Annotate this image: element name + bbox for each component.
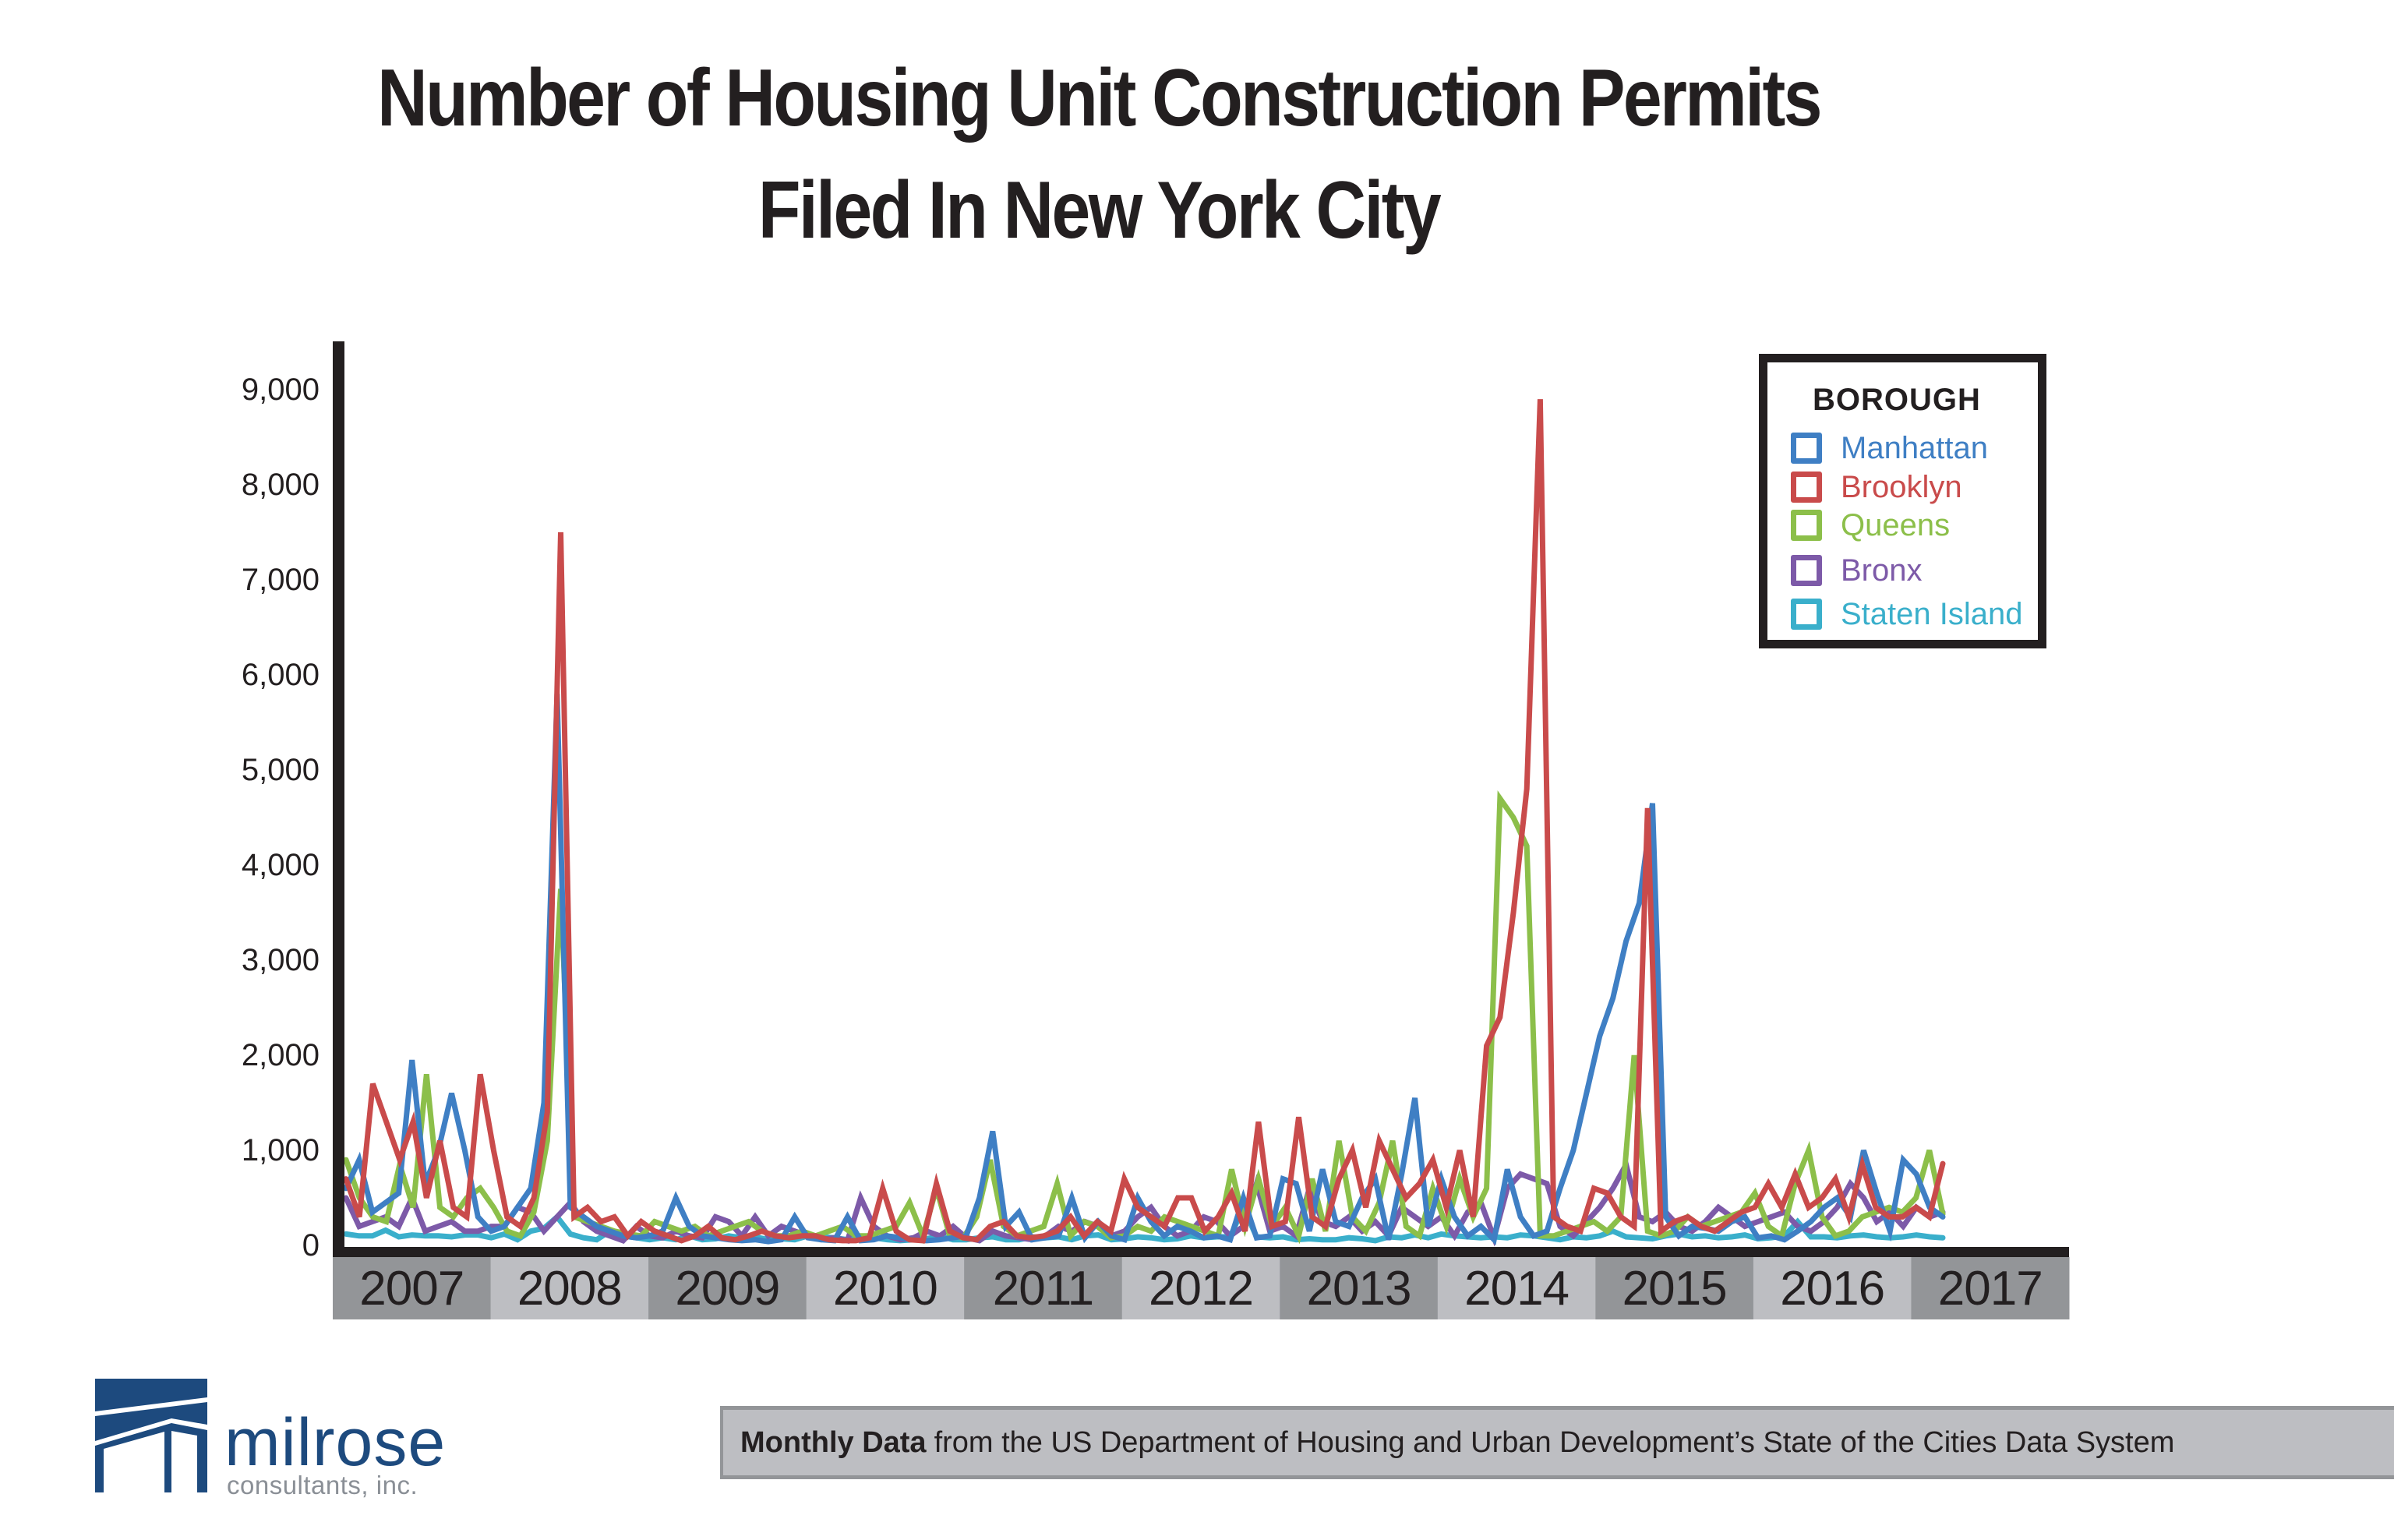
series-line-brooklyn [343,399,1946,1244]
y-tick-label: 3,000 [241,943,320,977]
source-note: Monthly Data from the US Department of H… [720,1406,2394,1479]
y-tick-label: 7,000 [241,563,320,597]
year-bands [333,1257,2070,1319]
y-tick-label: 6,000 [241,658,320,692]
legend-label: Staten Island [1841,597,2023,631]
staten-island-swatch-icon [1791,599,1822,630]
x-tick-year: 2007 [359,1261,464,1316]
x-tick-year: 2010 [832,1261,938,1316]
y-tick-label: 0 [302,1228,320,1263]
logo-wordmark: milrose [224,1405,447,1480]
legend-item-brooklyn[interactable]: Brooklyn [1791,472,1962,503]
x-tick-year: 2009 [675,1261,780,1316]
y-tick-label: 2,000 [241,1038,320,1072]
x-tick-year: 2014 [1464,1261,1570,1316]
x-tick-year: 2017 [1937,1261,2043,1316]
legend-item-queens[interactable]: Queens [1791,510,1950,541]
manhattan-swatch-icon [1791,433,1822,464]
chart-title-line1: Number of Housing Unit Construction Perm… [377,53,1822,143]
x-tick-year: 2013 [1306,1261,1412,1316]
y-tick-label: 1,000 [241,1133,320,1167]
x-tick-year: 2012 [1149,1261,1254,1316]
legend-label: Brooklyn [1841,470,1962,504]
legend-item-manhattan[interactable]: Manhattan [1791,433,1988,464]
legend-item-staten-island[interactable]: Staten Island [1791,599,2023,630]
y-tick-label: 4,000 [241,848,320,882]
queens-swatch-icon [1791,510,1822,541]
x-tick-year: 2015 [1622,1261,1728,1316]
x-tick-year: 2008 [517,1261,623,1316]
series-line-queens [343,790,1946,1245]
legend: BOROUGH Manhattan Brooklyn Queens Bronx … [1759,354,2046,648]
legend-label: Manhattan [1841,431,1989,465]
chart-title-line2: Filed In New York City [757,165,1442,256]
source-note-bold: Monthly Data [740,1425,927,1459]
legend-item-bronx[interactable]: Bronx [1791,555,1923,586]
x-axis-line [333,1247,2069,1257]
y-axis-line [333,341,344,1257]
series-lines [343,399,1946,1247]
brooklyn-swatch-icon [1791,472,1822,503]
logo-subtitle: consultants, inc. [227,1471,418,1499]
x-tick-year: 2016 [1780,1261,1885,1316]
source-note-text: from the US Department of Housing and Ur… [934,1425,2175,1459]
legend-title: BOROUGH [1813,383,1981,417]
legend-label: Queens [1841,508,1951,542]
y-tick-label: 8,000 [241,468,320,502]
series-line-manhattan [343,694,1946,1245]
y-tick-label: 9,000 [241,373,320,407]
x-tick-year: 2011 [992,1261,1094,1316]
y-tick-label: 5,000 [241,753,320,787]
bronx-swatch-icon [1791,555,1822,586]
legend-label: Bronx [1841,553,1923,588]
milrose-logo-icon [95,1379,207,1492]
